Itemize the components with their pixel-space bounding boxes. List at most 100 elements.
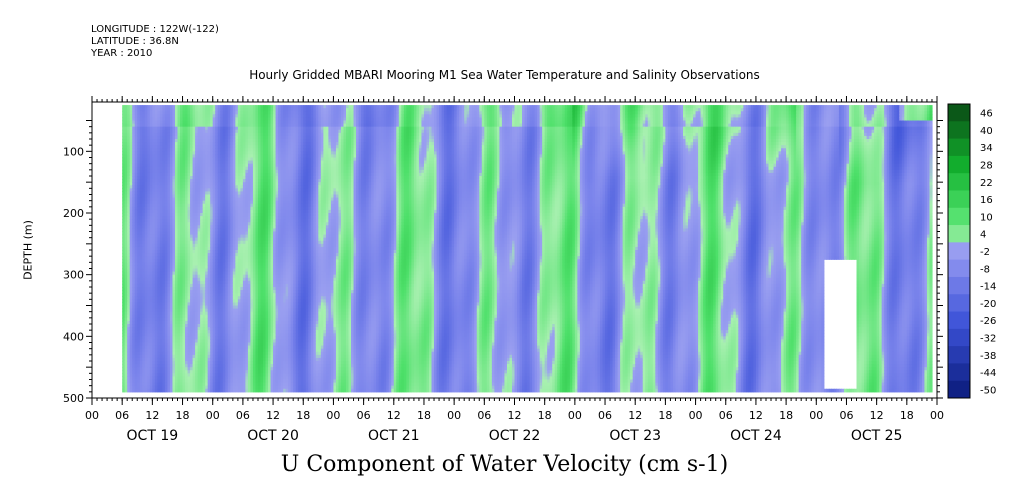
heatmap-cell — [177, 256, 181, 260]
heatmap-cell — [187, 364, 191, 368]
heatmap-cell — [152, 169, 156, 174]
heatmap-cell — [127, 370, 131, 374]
heatmap-cell — [180, 123, 184, 128]
heatmap-cell — [157, 188, 161, 193]
heatmap-cell — [132, 376, 136, 381]
heatmap-cell — [182, 314, 186, 319]
heatmap-cell — [192, 376, 196, 381]
heatmap-cell — [195, 262, 199, 267]
heatmap-cell — [187, 357, 191, 362]
heatmap-cell — [205, 185, 209, 189]
heatmap-cell — [134, 132, 138, 137]
heatmap-cell — [144, 357, 148, 362]
heatmap-cell — [177, 209, 181, 214]
heatmap-cell — [195, 357, 199, 362]
heatmap-cell — [124, 348, 128, 353]
heatmap-cell — [167, 222, 171, 226]
heatmap-cell — [124, 169, 128, 174]
heatmap-cell — [134, 271, 138, 276]
heatmap-cell — [180, 367, 184, 371]
heatmap-cell — [157, 290, 161, 294]
heatmap-cell — [129, 237, 133, 242]
heatmap-cell — [122, 194, 126, 199]
heatmap-cell — [190, 169, 194, 174]
heatmap-cell — [122, 225, 126, 230]
heatmap-cell — [177, 345, 181, 350]
heatmap-cell — [205, 237, 209, 242]
heatmap-cell — [180, 166, 184, 171]
heatmap-cell — [169, 290, 174, 294]
heatmap-cell — [167, 268, 171, 273]
heatmap-cell — [172, 348, 176, 353]
heatmap-cell — [187, 354, 191, 359]
heatmap-cell — [185, 283, 189, 288]
heatmap-cell — [180, 191, 184, 196]
heatmap-cell — [197, 111, 201, 115]
heatmap-cell — [164, 132, 169, 137]
heatmap-cell — [159, 129, 164, 134]
heatmap-cell — [147, 108, 151, 112]
heatmap-cell — [134, 357, 138, 362]
heatmap-cell — [134, 259, 138, 263]
heatmap-cell — [142, 379, 146, 384]
heatmap-cell — [162, 299, 166, 304]
heatmap-cell — [200, 311, 204, 316]
heatmap-cell — [207, 225, 211, 230]
heatmap-cell — [195, 382, 199, 387]
heatmap-cell — [200, 216, 204, 220]
heatmap-cell — [164, 145, 169, 149]
heatmap-cell — [174, 179, 179, 183]
heatmap-cell — [122, 145, 126, 149]
heatmap-cell — [180, 114, 184, 119]
heatmap-cell — [134, 179, 138, 183]
heatmap-cell — [177, 160, 181, 165]
heatmap-cell — [142, 145, 146, 149]
heatmap-cell — [167, 265, 171, 270]
heatmap-cell — [174, 283, 179, 288]
heatmap-cell — [187, 151, 191, 156]
heatmap-cell — [139, 108, 143, 112]
heatmap-cell — [185, 311, 189, 316]
heatmap-cell — [137, 176, 141, 180]
heatmap-cell — [154, 345, 158, 350]
heatmap-cell — [190, 250, 194, 254]
heatmap-cell — [192, 209, 196, 214]
heatmap-cell — [182, 367, 186, 371]
heatmap-cell — [200, 154, 204, 159]
heatmap-cell — [177, 296, 181, 300]
heatmap-cell — [190, 200, 194, 205]
heatmap-cell — [200, 268, 204, 273]
heatmap-cell — [205, 139, 209, 143]
heatmap-cell — [162, 240, 166, 245]
heatmap-cell — [139, 302, 143, 307]
heatmap-cell — [149, 283, 153, 288]
heatmap-cell — [172, 293, 176, 297]
heatmap-cell — [172, 120, 176, 125]
heatmap-cell — [149, 197, 153, 202]
heatmap-cell — [132, 305, 136, 310]
heatmap-cell — [167, 327, 171, 331]
heatmap-cell — [180, 373, 184, 378]
heatmap-cell — [187, 240, 191, 245]
heatmap-cell — [144, 222, 148, 226]
heatmap-cell — [144, 179, 148, 183]
heatmap-cell — [174, 336, 179, 341]
heatmap-cell — [200, 265, 204, 270]
heatmap-cell — [192, 126, 196, 131]
heatmap-cell — [149, 172, 153, 177]
heatmap-cell — [207, 172, 211, 177]
heatmap-cell — [190, 268, 194, 273]
heatmap-cell — [134, 376, 138, 381]
heatmap-cell — [137, 120, 141, 125]
heatmap-cell — [127, 176, 131, 180]
heatmap-cell — [152, 219, 156, 223]
heatmap-cell — [157, 345, 161, 350]
heatmap-cell — [127, 188, 131, 193]
heatmap-cell — [210, 259, 214, 263]
heatmap-cell — [162, 237, 166, 242]
heatmap-cell — [142, 351, 146, 356]
heatmap-cell — [154, 142, 158, 146]
heatmap-cell — [142, 194, 146, 199]
heatmap-cell — [200, 176, 204, 180]
heatmap-cell — [210, 151, 214, 156]
